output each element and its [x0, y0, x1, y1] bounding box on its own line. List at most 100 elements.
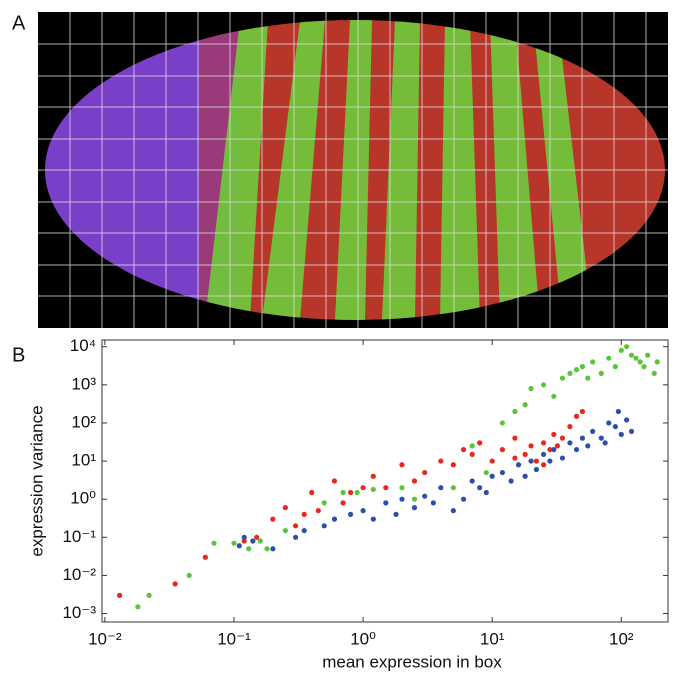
- point: [469, 478, 475, 484]
- point: [399, 462, 405, 468]
- point: [606, 420, 612, 426]
- point: [512, 435, 518, 441]
- point: [590, 428, 596, 435]
- point: [512, 455, 518, 461]
- point: [540, 451, 547, 457]
- point: [301, 527, 307, 534]
- point: [533, 458, 540, 464]
- point: [347, 489, 354, 496]
- point: [618, 347, 624, 354]
- point: [393, 511, 399, 517]
- y-tick-label: 10⁴: [70, 336, 96, 355]
- point: [528, 443, 534, 449]
- point: [579, 364, 586, 370]
- point: [292, 534, 299, 540]
- y-axis-label: expression variance: [27, 405, 46, 556]
- point: [360, 508, 366, 514]
- panel-label: B: [12, 344, 25, 366]
- x-tick-label: 10⁻¹: [217, 629, 251, 648]
- point: [567, 370, 573, 376]
- point: [469, 443, 475, 449]
- point: [515, 462, 522, 468]
- y-tick-label: 10⁻¹: [62, 527, 96, 546]
- point: [422, 469, 428, 476]
- point: [533, 466, 540, 473]
- point: [450, 485, 456, 491]
- point: [477, 440, 483, 446]
- point: [579, 435, 586, 441]
- point: [422, 493, 428, 499]
- point: [370, 486, 376, 493]
- point: [360, 485, 366, 491]
- point: [540, 440, 547, 446]
- point: [585, 443, 591, 449]
- point: [573, 367, 580, 373]
- point: [321, 500, 327, 506]
- point: [438, 458, 444, 464]
- point: [499, 446, 506, 453]
- point: [559, 455, 566, 461]
- point: [383, 485, 389, 491]
- point: [460, 496, 467, 502]
- point: [146, 592, 152, 598]
- point: [340, 500, 346, 506]
- y-tick-label: 10¹: [71, 451, 96, 470]
- point: [499, 420, 506, 426]
- point: [186, 572, 192, 579]
- y-tick-label: 10³: [71, 374, 96, 393]
- point: [246, 546, 252, 552]
- point: [383, 500, 389, 506]
- point: [438, 485, 444, 491]
- panel-label: A: [12, 12, 26, 34]
- point: [651, 370, 657, 376]
- point: [135, 604, 141, 610]
- point: [241, 538, 247, 544]
- point: [615, 408, 622, 415]
- point: [331, 516, 338, 522]
- y-tick-label: 10⁰: [70, 489, 96, 508]
- point: [370, 473, 376, 479]
- point: [489, 458, 495, 464]
- point: [399, 496, 405, 502]
- x-tick-label: 10²: [609, 629, 634, 648]
- point: [618, 431, 624, 438]
- point: [628, 352, 635, 358]
- point: [292, 523, 299, 529]
- point: [512, 408, 518, 415]
- point: [654, 359, 660, 365]
- point: [450, 508, 456, 514]
- point: [606, 355, 612, 361]
- point: [460, 446, 467, 453]
- point: [370, 516, 376, 522]
- point: [573, 413, 580, 419]
- y-tick-label: 10⁻³: [62, 603, 96, 622]
- point: [612, 364, 618, 370]
- point: [231, 540, 237, 546]
- point: [522, 473, 528, 479]
- point: [340, 489, 346, 496]
- y-tick-label: 10⁻²: [62, 565, 96, 584]
- point: [241, 534, 247, 540]
- point: [315, 508, 321, 514]
- point: [551, 431, 557, 438]
- point: [411, 478, 418, 484]
- point: [347, 511, 354, 517]
- point: [254, 534, 260, 540]
- point: [301, 511, 307, 517]
- point: [172, 581, 178, 587]
- y-tick-label: 10²: [71, 412, 96, 431]
- point: [477, 485, 483, 491]
- point: [483, 489, 489, 496]
- point: [116, 592, 123, 598]
- point: [483, 469, 489, 476]
- plot-frame: [101, 339, 669, 623]
- point: [522, 402, 528, 408]
- point: [573, 446, 580, 453]
- point: [264, 546, 270, 552]
- point: [624, 344, 630, 350]
- point: [522, 451, 528, 457]
- point: [633, 355, 639, 361]
- point: [547, 458, 553, 464]
- point: [645, 352, 651, 358]
- embryo-image: [38, 12, 668, 328]
